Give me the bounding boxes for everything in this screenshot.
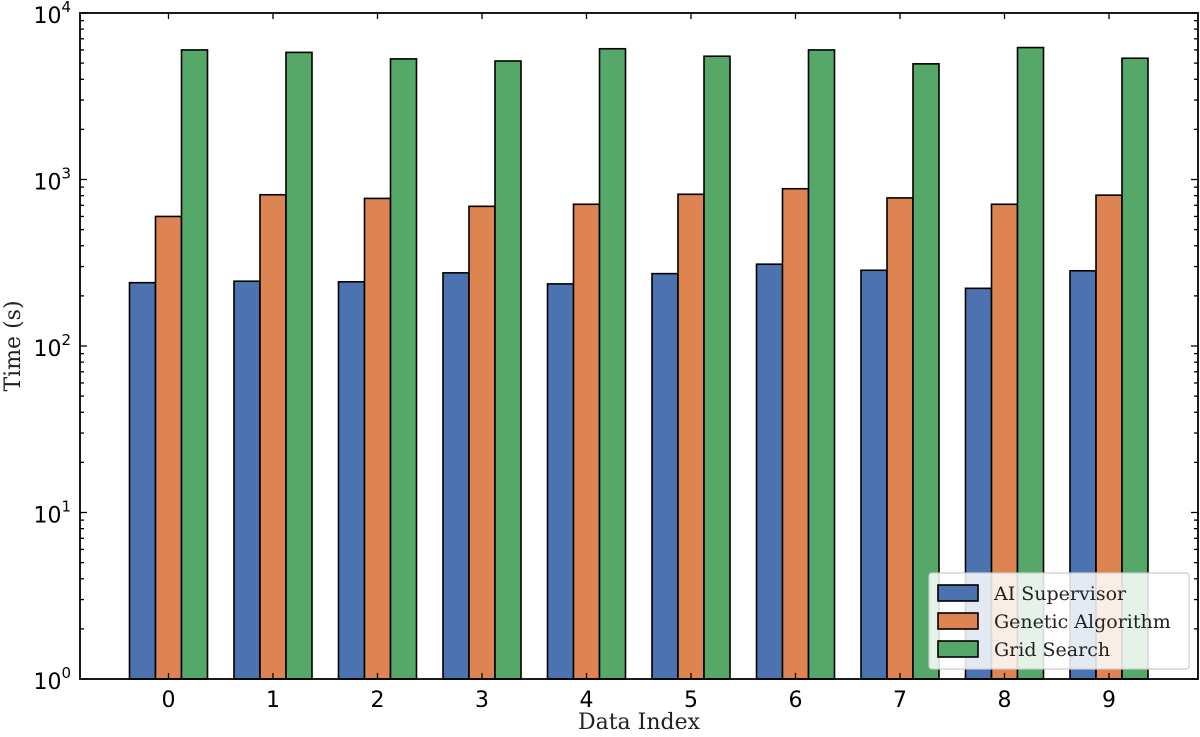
bar [154, 215, 183, 680]
bar [468, 205, 496, 680]
bar [755, 263, 784, 680]
bar [180, 49, 209, 680]
legend-swatch [937, 640, 979, 658]
x-tick-label: 0 [162, 688, 176, 713]
x-tick-label: 1 [266, 688, 280, 713]
bar [259, 193, 287, 680]
x-tick-label: 7 [893, 688, 907, 713]
bar [781, 187, 810, 680]
legend-label: Genetic Algorithm [994, 611, 1171, 633]
legend-box [928, 572, 1190, 670]
legend-swatch [937, 612, 979, 630]
ticks-layer: 0 1 2 3 4 5 6 7 8 9 100 101 102 103 104 [33, 0, 1198, 713]
bar [285, 51, 313, 680]
legend-label: Grid Search [994, 639, 1110, 661]
y-tick-label: 101 [33, 498, 71, 529]
bar [546, 283, 575, 680]
bar [363, 197, 392, 680]
x-tick-label: 5 [684, 688, 698, 713]
bar [598, 47, 627, 680]
bar [703, 55, 731, 680]
bar [860, 269, 888, 680]
bar [886, 197, 914, 680]
bar [128, 281, 157, 680]
bar [442, 272, 470, 680]
y-tick-label: 103 [33, 165, 71, 196]
x-tick-label: 8 [998, 688, 1012, 713]
x-tick-label: 2 [371, 688, 385, 713]
y-tick-label: 100 [33, 664, 71, 695]
x-axis-label: Data Index [578, 710, 701, 735]
legend: AI Supervisor Genetic Algorithm Grid Searc… [928, 572, 1190, 670]
y-axis-label: Time (s) [1, 300, 26, 391]
bar [337, 280, 366, 680]
bar [233, 280, 261, 680]
x-tick-label: 3 [475, 688, 489, 713]
legend-label: AI Supervisor [993, 583, 1127, 605]
bar [572, 203, 601, 680]
bar [389, 58, 418, 680]
y-tick-label: 102 [33, 331, 71, 362]
y-tick-label: 104 [33, 0, 71, 29]
x-tick-label: 4 [580, 688, 594, 713]
legend-swatch [937, 584, 979, 602]
x-tick-label: 6 [789, 688, 803, 713]
x-tick-label: 9 [1102, 688, 1116, 713]
bar [677, 193, 705, 680]
bar [494, 60, 522, 680]
bar [807, 49, 836, 680]
bar [651, 272, 679, 680]
